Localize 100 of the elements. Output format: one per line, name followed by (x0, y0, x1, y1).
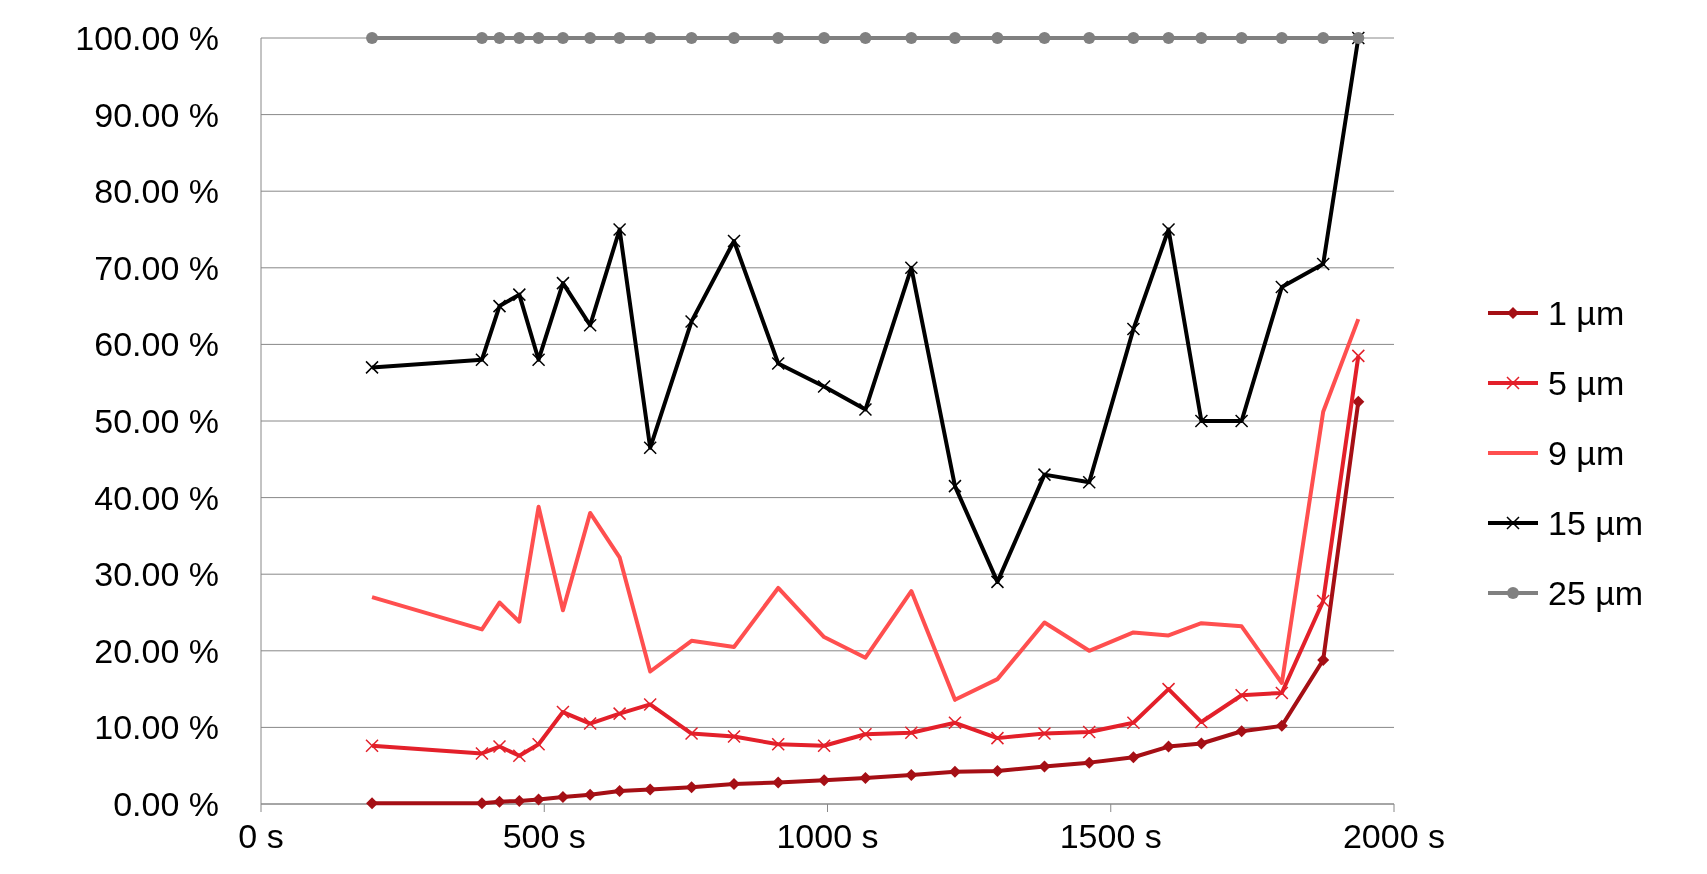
point (684, 314, 699, 329)
point (1351, 349, 1366, 363)
point (1235, 32, 1248, 44)
legend-label: 9 µm (1548, 433, 1625, 472)
point (1317, 32, 1330, 44)
x-tick-label: 1000 s (776, 817, 879, 855)
x-tick-label: 0 s (238, 817, 284, 855)
point (492, 739, 507, 754)
point (1275, 280, 1289, 294)
legend-label: 5 µm (1548, 363, 1625, 402)
point (612, 706, 627, 721)
point (1235, 725, 1248, 738)
x-tick-label: 1500 s (1059, 817, 1162, 855)
point (728, 32, 741, 44)
point (1316, 594, 1330, 608)
point (613, 32, 626, 44)
point (727, 234, 741, 248)
point (948, 479, 962, 493)
point (475, 746, 489, 761)
point (1083, 756, 1096, 769)
point (612, 222, 627, 237)
point (904, 261, 919, 275)
point (583, 318, 597, 332)
point (492, 299, 507, 313)
point (1352, 395, 1365, 408)
point (1234, 414, 1249, 428)
point (727, 729, 741, 744)
line-series (370, 317, 1361, 702)
point (948, 716, 962, 730)
point (771, 737, 785, 751)
y-tick-label: 80.00 % (94, 172, 219, 211)
point (1082, 725, 1096, 739)
point (532, 32, 545, 44)
y-tick-label: 20.00 % (94, 631, 219, 670)
point (613, 784, 626, 797)
point (990, 731, 1005, 745)
y-tick-label: 70.00 % (94, 248, 219, 287)
point (990, 575, 1005, 589)
point (1161, 222, 1176, 237)
point (858, 402, 873, 417)
point (583, 716, 597, 731)
point (817, 379, 831, 394)
x-tick-label: 2000 s (1342, 817, 1446, 855)
legend-label: 15 µm (1548, 503, 1644, 542)
point (513, 794, 526, 807)
point (859, 771, 872, 784)
point (859, 32, 872, 44)
legend-label: 25 µm (1548, 573, 1644, 612)
point (1037, 467, 1052, 482)
y-tick-label: 100.00 % (75, 18, 219, 57)
point (1127, 32, 1140, 44)
point (365, 360, 379, 375)
point (365, 739, 379, 753)
point (531, 352, 546, 367)
point (991, 32, 1004, 44)
point (493, 32, 506, 44)
point (475, 32, 488, 44)
point (644, 32, 657, 44)
point (1126, 322, 1141, 336)
point (512, 287, 527, 302)
point (1275, 686, 1289, 700)
point (1037, 726, 1052, 741)
point (818, 32, 831, 44)
point (1195, 32, 1208, 44)
point (643, 697, 657, 712)
point (991, 765, 1004, 778)
point (817, 739, 831, 753)
y-tick-label: 50.00 % (94, 401, 219, 440)
point (513, 32, 526, 44)
point (556, 32, 569, 44)
legend-label: 1 µm (1548, 293, 1625, 332)
point (584, 32, 597, 44)
y-tick-label: 10.00 % (94, 708, 219, 747)
point (556, 276, 570, 290)
point (1234, 688, 1249, 702)
y-tick-label: 90.00 % (94, 95, 219, 134)
point (685, 32, 698, 44)
point (1162, 32, 1175, 44)
y-tick-label: 0.00 % (113, 784, 219, 823)
x-tick-label: 500 s (502, 817, 586, 855)
point (475, 352, 489, 367)
point (1083, 32, 1096, 44)
y-tick-label: 40.00 % (94, 478, 219, 517)
point (772, 32, 785, 44)
point (1316, 257, 1330, 271)
point (643, 441, 657, 455)
point (858, 727, 873, 742)
point (1038, 32, 1051, 44)
point (948, 32, 961, 44)
point (512, 748, 527, 763)
point (905, 32, 918, 44)
point (1275, 719, 1288, 732)
point (904, 726, 919, 740)
point (531, 737, 546, 751)
point (1082, 475, 1096, 490)
point (1127, 751, 1140, 764)
point (366, 32, 379, 44)
point (1275, 32, 1288, 44)
y-tick-label: 60.00 % (94, 325, 219, 364)
point (1126, 716, 1141, 730)
